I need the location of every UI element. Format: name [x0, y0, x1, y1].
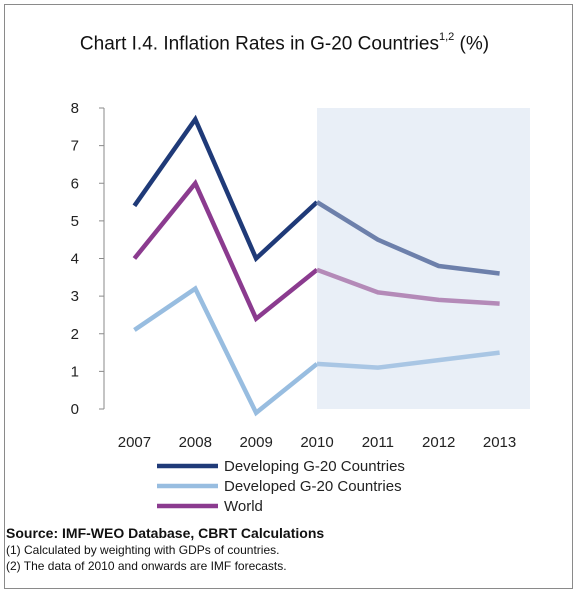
footnote-1: (1) Calculated by weighting with GDPs of… [6, 543, 280, 557]
x-tick-label: 2011 [362, 434, 394, 451]
y-tick-label: 6 [71, 175, 79, 192]
y-tick-label: 2 [71, 326, 79, 343]
x-tick-label: 2013 [483, 434, 516, 451]
series-line-actual-0 [132, 114, 319, 263]
y-tick-label: 1 [71, 363, 79, 380]
y-tick-label: 3 [71, 288, 79, 305]
source-block: Source: IMF-WEO Database, CBRT Calculati… [6, 524, 324, 574]
series-line-forecast-2 [316, 267, 500, 306]
chart-title-text: Chart I.4. Inflation Rates in G-20 Count… [79, 33, 439, 55]
x-tick-label: 2007 [118, 434, 151, 451]
y-tick-label: 7 [71, 138, 79, 155]
y-tick-label: 8 [71, 100, 79, 117]
x-tick-label: 2009 [239, 434, 272, 451]
footnote-2: (2) The data of 2010 and onwards are IMF… [6, 559, 287, 573]
legend-label: Developing G-20 Countries [224, 458, 405, 475]
series-line-actual-2 [132, 179, 319, 323]
legend: Developing G-20 Countries Developed G-20 … [157, 458, 405, 515]
y-tick-label: 5 [71, 213, 79, 230]
series-line-forecast-1 [316, 350, 500, 370]
legend-label: World [224, 498, 263, 515]
y-tick-label: 4 [71, 251, 79, 268]
x-tick-label: 2012 [422, 434, 455, 451]
chart-title-superscript: 1,2 [438, 31, 455, 43]
chart-title: Chart I.4. Inflation Rates in G-20 Count… [0, 31, 569, 55]
y-tick-label: 0 [71, 401, 79, 418]
series-line-forecast-0 [315, 200, 500, 276]
legend-label: Developed G-20 Countries [224, 478, 402, 495]
plot-area: 0 1 2 3 4 5 6 7 8 2007 2008 2009 2010 2011 2012 2013 [71, 100, 530, 451]
chart-title-unit: (%) [454, 33, 490, 55]
x-tick-label: 2010 [300, 434, 333, 451]
x-tick-label: 2008 [179, 434, 212, 451]
source-title: Source: IMF-WEO Database, CBRT Calculati… [6, 525, 325, 541]
series-line-actual-1 [133, 285, 319, 417]
